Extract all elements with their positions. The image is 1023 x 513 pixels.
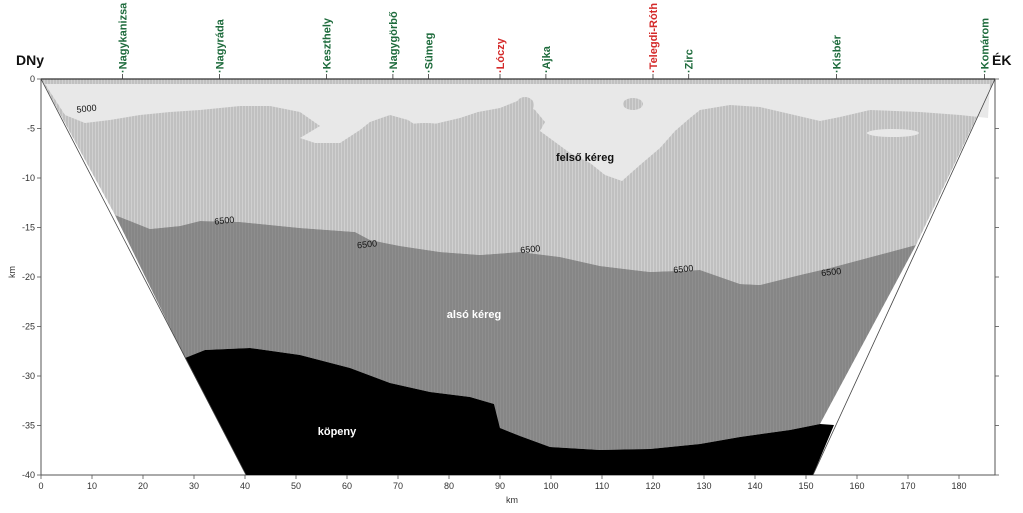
y-tick-label: -35 [22, 421, 35, 431]
y-tick-label: -15 [22, 223, 35, 233]
low-velocity-zone [45, 84, 990, 181]
x-tick-label: 130 [696, 481, 711, 491]
town-label: ·Ajka [541, 45, 553, 73]
low-velocity-lens [867, 129, 919, 137]
town-label: ·Kisbér [832, 34, 844, 73]
x-tick-label: 110 [595, 481, 609, 491]
x-tick-label: 0 [38, 481, 43, 491]
town-label: ·Komárom [980, 18, 992, 73]
isoline-label: 5000 [76, 103, 97, 115]
town-label: ·Lóczy [495, 37, 507, 73]
x-tick-label: 160 [849, 481, 864, 491]
isoline-labels: 5000 6500 6500 6500 6500 6500 [76, 103, 842, 278]
upper-crust-label: felső kéreg [556, 152, 614, 164]
lower-crust-label: alsó kéreg [447, 309, 501, 321]
upper-crust-lens [516, 97, 534, 113]
left-cone-edge [40, 78, 247, 476]
direction-left-label: DNy [16, 52, 44, 68]
y-tick-label: -5 [27, 124, 35, 134]
isoline-label: 6500 [357, 238, 378, 250]
x-tick-label: 70 [393, 481, 403, 491]
upper-crust-layer [41, 79, 995, 285]
y-tick-label: -40 [22, 470, 35, 480]
isoline-label: 6500 [821, 266, 842, 278]
y-tick-label: 0 [30, 74, 35, 84]
y-tick-label: -20 [22, 272, 35, 282]
direction-right-label: ÉK [992, 52, 1011, 68]
y-axis: 0 -5 -10 -15 -20 -25 -30 -35 -40 [22, 74, 999, 480]
town-label: ·Nagygörbő [388, 11, 400, 73]
x-tick-label: 90 [495, 481, 505, 491]
isoline-label: 6500 [673, 263, 694, 275]
x-tick-label: 60 [342, 481, 352, 491]
y-tick-label: -10 [22, 173, 35, 183]
isoline-label: 6500 [214, 215, 235, 227]
right-cone-edge [812, 78, 996, 476]
town-label: ·Telegdi-Róth [648, 3, 660, 73]
x-tick-label: 30 [189, 481, 199, 491]
x-tick-label: 100 [543, 481, 558, 491]
x-tick-label: 140 [747, 481, 762, 491]
x-tick-label: 10 [87, 481, 97, 491]
x-axis-unit-label: km [506, 495, 518, 505]
x-tick-label: 80 [444, 481, 454, 491]
town-label: ·Zirc [684, 49, 696, 73]
y-tick-label: -30 [22, 371, 35, 381]
isoline-label: 6500 [520, 243, 541, 255]
x-tick-label: 50 [291, 481, 301, 491]
x-tick-label: 170 [900, 481, 915, 491]
upper-crust-lens [397, 123, 453, 139]
x-tick-label: 180 [951, 481, 966, 491]
x-tick-label: 40 [240, 481, 250, 491]
town-label: ·Sümeg [424, 33, 436, 73]
town-label: ·Keszthely [322, 17, 334, 73]
mantle-label: köpeny [318, 426, 357, 438]
town-label: ·Nagyráda [215, 18, 227, 73]
town-label: ·Nagykanizsa [118, 2, 130, 73]
x-tick-label: 120 [645, 481, 660, 491]
upper-crust-lens [623, 98, 643, 110]
lower-crust-layer [115, 215, 916, 450]
x-tick-label: 20 [138, 481, 148, 491]
x-axis: 0 10 20 30 40 50 60 70 80 90 100 110 120 130 140 150 160… [38, 475, 967, 491]
y-axis-unit-label: km [7, 266, 17, 278]
x-tick-label: 150 [798, 481, 813, 491]
mantle-layer [185, 348, 834, 475]
town-labels: ·Nagykanizsa ·Nagyráda ·Keszthely ·Nagygörb… [118, 2, 992, 79]
y-tick-label: -25 [22, 322, 35, 332]
